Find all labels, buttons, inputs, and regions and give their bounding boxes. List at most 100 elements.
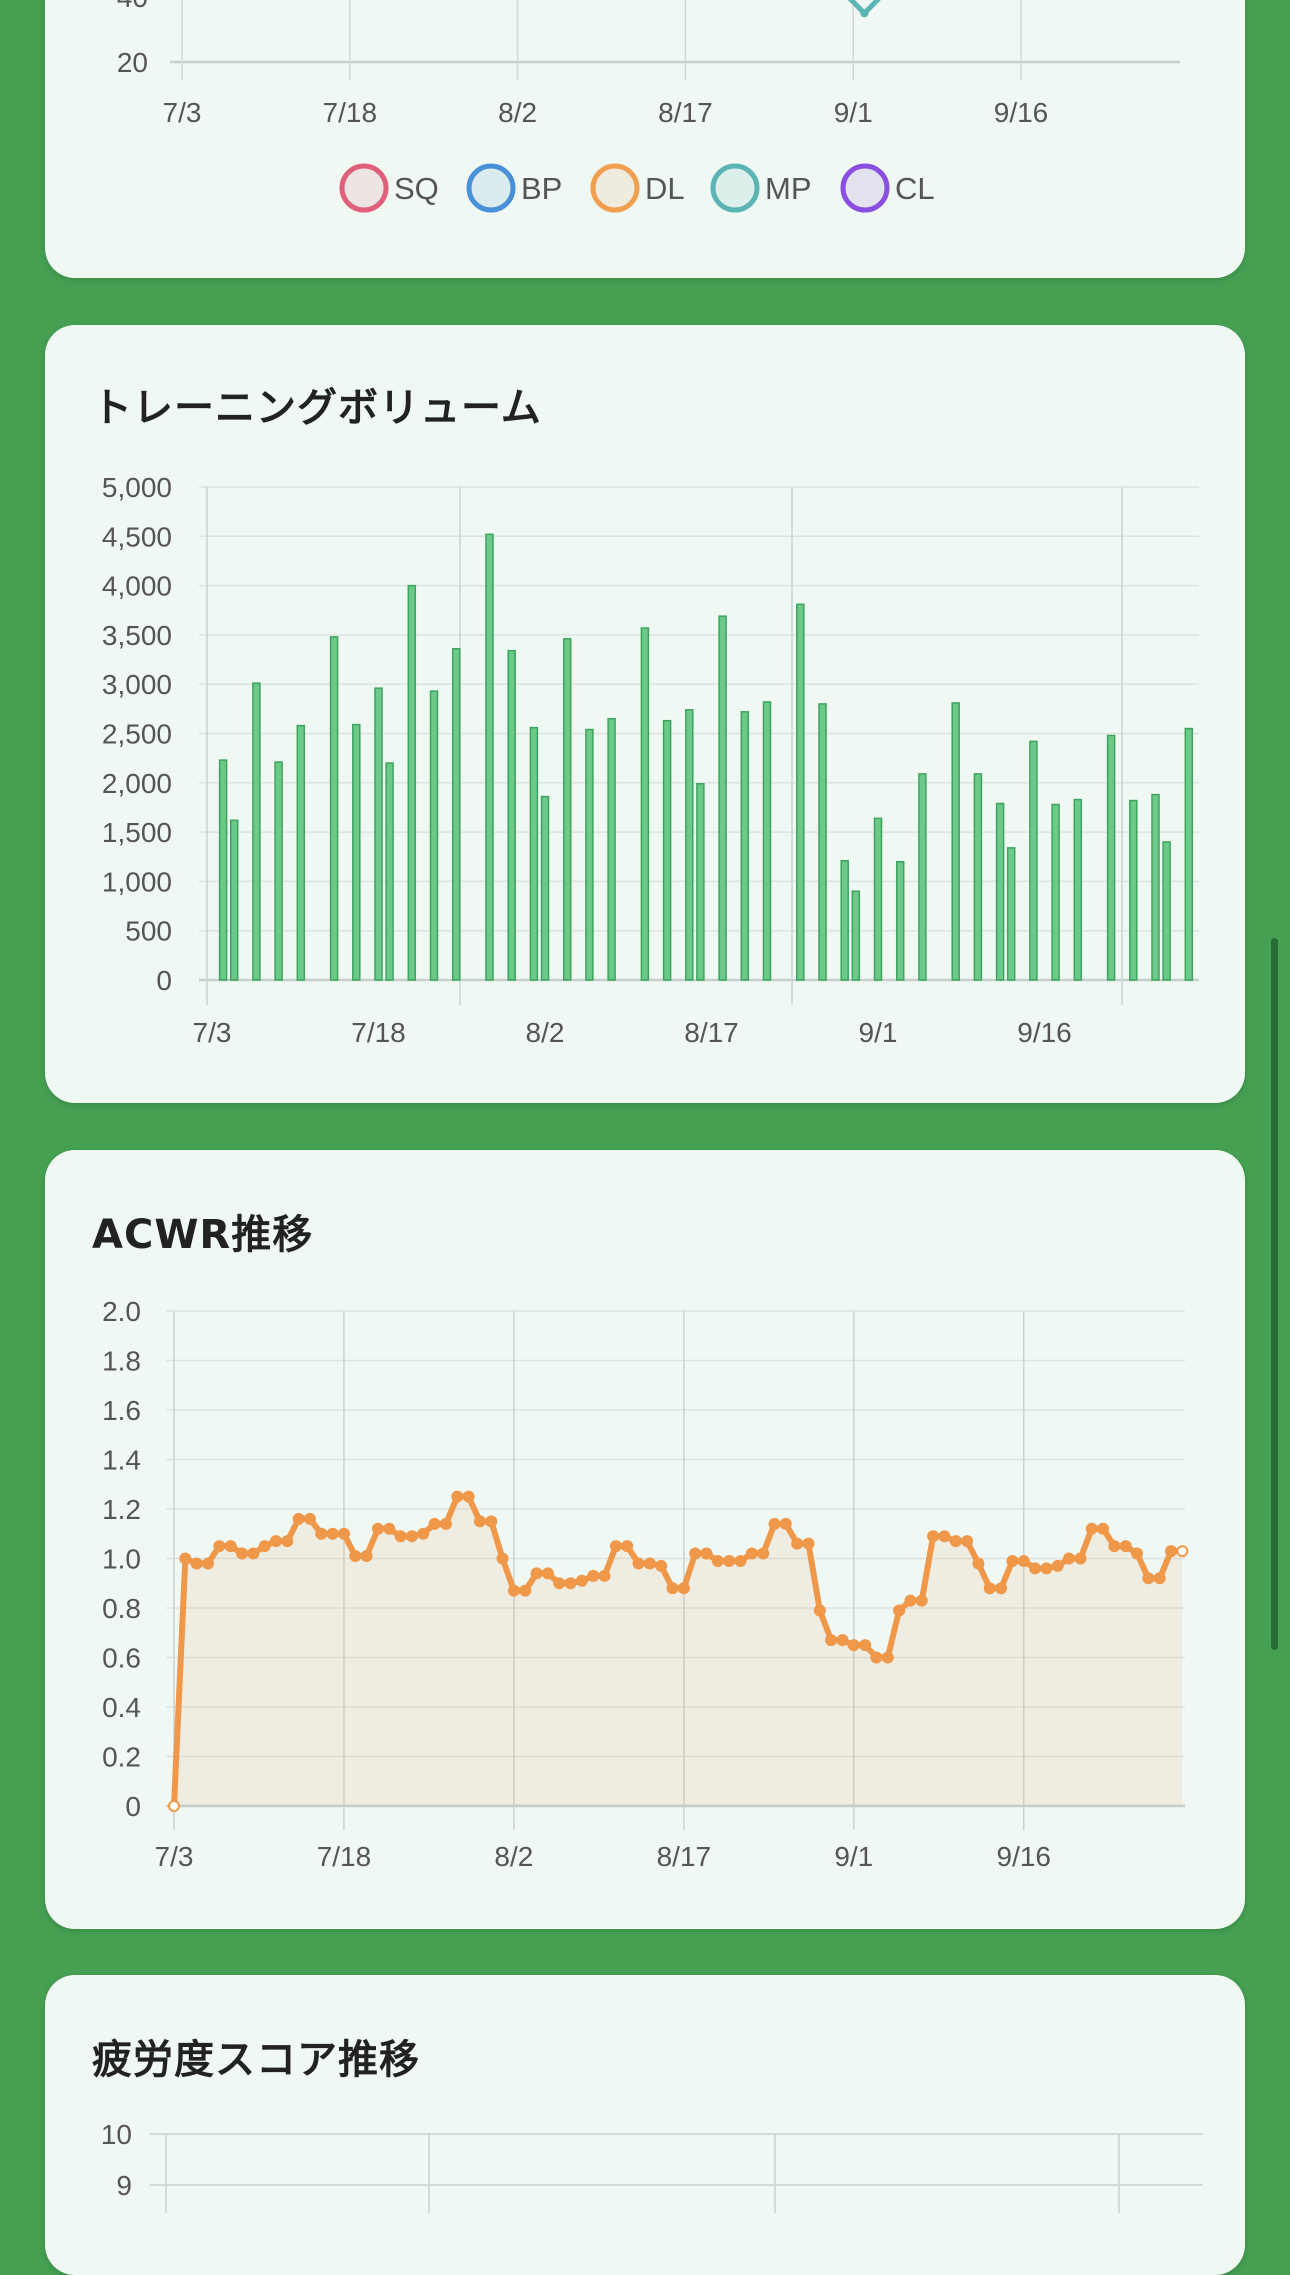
bar-9/15: [1029, 740, 1038, 981]
x-tick-label: 9/16: [994, 97, 1049, 128]
charts-layer: 20 40 7/3 7/18 8/2 8/17 9/1 9/16 SQ BP DL MP CL 0 500 1…: [101, 0, 1203, 2213]
bar-8/25: [796, 603, 805, 981]
acwr-point-8/19: [700, 1547, 713, 1560]
x-tick-label: 8/17: [658, 97, 713, 128]
bar-7/28: [485, 533, 494, 981]
legend-label-sq: SQ: [394, 171, 439, 206]
x-tick-label: 7/18: [351, 1017, 406, 1048]
data-point-mp: [860, 9, 869, 18]
acwr-point-8/5: [541, 1567, 554, 1580]
acwr-point-9/4: [881, 1651, 894, 1664]
acwr-point-9/24: [1108, 1540, 1121, 1553]
acwr-point-8/28: [802, 1537, 815, 1550]
acwr-point-8/9: [587, 1569, 600, 1582]
bar-8/1: [529, 726, 539, 981]
acwr-point-8/30: [825, 1634, 838, 1647]
y-tick-label: 1,000: [102, 866, 172, 897]
acwr-point-9/21: [1074, 1552, 1087, 1565]
bar-8/2: [540, 795, 550, 981]
acwr-point-7/19: [349, 1550, 362, 1563]
acwr-point-8/25: [768, 1517, 781, 1530]
acwr-point-8/8: [575, 1574, 588, 1587]
acwr-point-7/7: [213, 1540, 226, 1553]
bar-7/19: [385, 762, 394, 981]
x-tick-label: 8/2: [526, 1017, 565, 1048]
acwr-point-9/7: [915, 1594, 928, 1607]
bar-9/22: [1106, 734, 1116, 981]
y-tick-label: 3,500: [102, 620, 172, 651]
bar-9/12: [995, 802, 1005, 981]
acwr-point-7/22: [383, 1522, 396, 1535]
legend-swatch-dl: [590, 163, 640, 213]
scrollbar[interactable]: [1271, 938, 1278, 1650]
bar-7/16: [352, 723, 361, 981]
acwr-point-7/6: [201, 1557, 214, 1570]
acwr-point-9/15: [1006, 1554, 1019, 1567]
bar-8/16: [696, 783, 705, 981]
acwr-point-7/31: [485, 1515, 498, 1528]
bar-9/26: [1151, 793, 1160, 981]
acwr-point-9/10: [949, 1535, 962, 1548]
y-tick-label: 5,000: [102, 472, 172, 503]
bar-8/22: [762, 701, 772, 981]
y-tick-label: 40: [117, 0, 148, 13]
acwr-point-8/13: [632, 1557, 645, 1570]
legend-label-bp: BP: [521, 171, 562, 206]
acwr-point-8/21: [723, 1554, 736, 1567]
legend-swatch-bp: [466, 163, 516, 213]
bar-7/18: [374, 687, 383, 981]
acwr-point-7/21: [371, 1522, 384, 1535]
bar-7/7: [252, 682, 261, 981]
y-tick-label: 1.2: [102, 1494, 141, 1525]
y-tick-label: 3,000: [102, 669, 172, 700]
bar-9/24: [1129, 799, 1138, 981]
acwr-point-7/29: [462, 1490, 475, 1503]
y-tick-label: 2,500: [102, 719, 172, 750]
acwr-point-8/1: [496, 1552, 509, 1565]
acwr-point-7/8: [224, 1540, 237, 1553]
y-tick-label: 20: [117, 47, 148, 78]
x-tick-label: 9/1: [834, 1841, 873, 1872]
acwr-point-8/22: [734, 1554, 747, 1567]
x-tick-label: 7/3: [193, 1017, 232, 1048]
y-tick-label: 1,500: [102, 817, 172, 848]
bar-8/18: [718, 615, 727, 981]
bar-7/11: [296, 724, 306, 981]
bar-8/11: [640, 627, 650, 981]
acwr-point-9/20: [1063, 1552, 1076, 1565]
bar-8/13: [662, 719, 672, 981]
bar-9/19: [1073, 798, 1083, 981]
acwr-point-8/31: [836, 1634, 849, 1647]
acwr-point-9/17: [1029, 1562, 1042, 1575]
y-tick-label: 4,500: [102, 521, 172, 552]
y-tick-label: 2,000: [102, 768, 172, 799]
legend-swatch-cl: [840, 163, 890, 213]
y-tick-label: 9: [116, 2170, 132, 2201]
bar-9/10: [973, 773, 983, 981]
acwr-point-8/18: [689, 1547, 702, 1560]
bar-7/25: [451, 647, 461, 981]
y-tick-label: 0.8: [102, 1593, 141, 1624]
acwr-point-9/30: [1176, 1545, 1189, 1558]
acwr-point-9/23: [1097, 1522, 1110, 1535]
y-tick-label: 0.6: [102, 1643, 141, 1674]
y-tick-label: 1.8: [102, 1346, 141, 1377]
bar-7/5: [229, 819, 239, 981]
acwr-point-7/17: [326, 1527, 339, 1540]
acwr-point-8/3: [519, 1584, 532, 1597]
acwr-point-7/12: [269, 1535, 282, 1548]
acwr-point-7/26: [428, 1517, 441, 1530]
y-tick-label: 0.4: [102, 1692, 141, 1723]
acwr-point-7/15: [303, 1512, 316, 1525]
bar-8/4: [562, 638, 572, 981]
acwr-point-7/13: [281, 1535, 294, 1548]
x-tick-label: 8/17: [684, 1017, 739, 1048]
acwr-point-7/24: [405, 1530, 418, 1543]
acwr-point-7/16: [315, 1527, 328, 1540]
legend-swatch-mp: [710, 163, 760, 213]
bar-7/14: [329, 636, 339, 981]
training-volume-title: トレーニングボリューム: [92, 385, 542, 431]
acwr-point-9/12: [972, 1557, 985, 1570]
y-tick-label: 1.0: [102, 1544, 141, 1575]
x-tick-label: 7/3: [155, 1841, 194, 1872]
